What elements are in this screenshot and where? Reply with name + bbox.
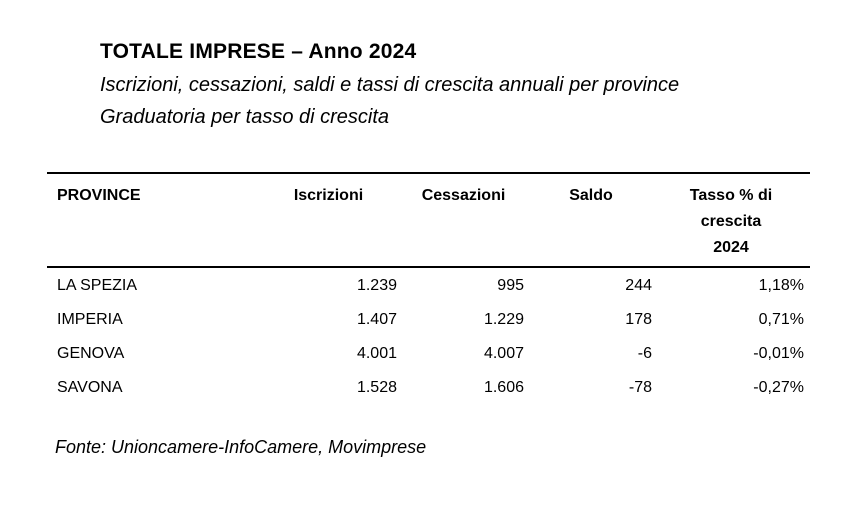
cell-province: LA SPEZIA — [57, 277, 138, 294]
cell-tasso: -0,01% — [753, 345, 804, 362]
cell-tasso: 1,18% — [758, 277, 804, 294]
page-title: TOTALE IMPRESE – Anno 2024 — [100, 40, 417, 63]
cell-province: SAVONA — [57, 379, 123, 396]
table-row: GENOVA 4.001 4.007 -6 -0,01% — [47, 336, 810, 370]
column-header-province: PROVINCE — [47, 173, 260, 268]
cell-province: IMPERIA — [57, 311, 123, 328]
cell-tasso: 0,71% — [758, 311, 804, 328]
cell-saldo: -78 — [628, 379, 652, 396]
table-row: SAVONA 1.528 1.606 -78 -0,27% — [47, 370, 810, 404]
cell-tasso: -0,27% — [753, 379, 804, 396]
cell-cessazioni: 995 — [497, 277, 524, 294]
cell-iscrizioni: 1.528 — [356, 379, 397, 396]
cell-saldo: 178 — [625, 311, 652, 328]
table-row: LA SPEZIA 1.239 995 244 1,18% — [47, 267, 810, 302]
column-header-iscrizioni: Iscrizioni — [260, 173, 403, 268]
cell-saldo: 244 — [625, 277, 652, 294]
cell-province: GENOVA — [57, 345, 125, 362]
source-note: Fonte: Unioncamere-InfoCamere, Movimpres… — [55, 437, 427, 457]
cell-saldo: -6 — [637, 345, 652, 362]
cell-iscrizioni: 1.407 — [356, 311, 397, 328]
cell-cessazioni: 1.606 — [483, 379, 524, 396]
cell-iscrizioni: 1.239 — [356, 277, 397, 294]
cell-iscrizioni: 4.001 — [356, 345, 397, 362]
cell-cessazioni: 1.229 — [483, 311, 524, 328]
table-header-row: PROVINCE Iscrizioni Cessazioni Saldo Tas… — [47, 173, 810, 268]
column-header-cessazioni: Cessazioni — [403, 173, 530, 268]
cell-cessazioni: 4.007 — [483, 345, 524, 362]
page-subtitle-line2: Graduatoria per tasso di crescita — [100, 106, 390, 128]
document-heading: TOTALE IMPRESE – Anno 2024 Iscrizioni, c… — [100, 40, 820, 138]
column-header-tasso-crescita: Tasso % di crescita 2024 — [658, 173, 810, 268]
table-row: IMPERIA 1.407 1.229 178 0,71% — [47, 302, 810, 336]
province-growth-table: PROVINCE Iscrizioni Cessazioni Saldo Tas… — [47, 172, 810, 404]
page-subtitle-line1: Iscrizioni, cessazioni, saldi e tassi di… — [100, 74, 680, 96]
column-header-saldo: Saldo — [530, 173, 658, 268]
